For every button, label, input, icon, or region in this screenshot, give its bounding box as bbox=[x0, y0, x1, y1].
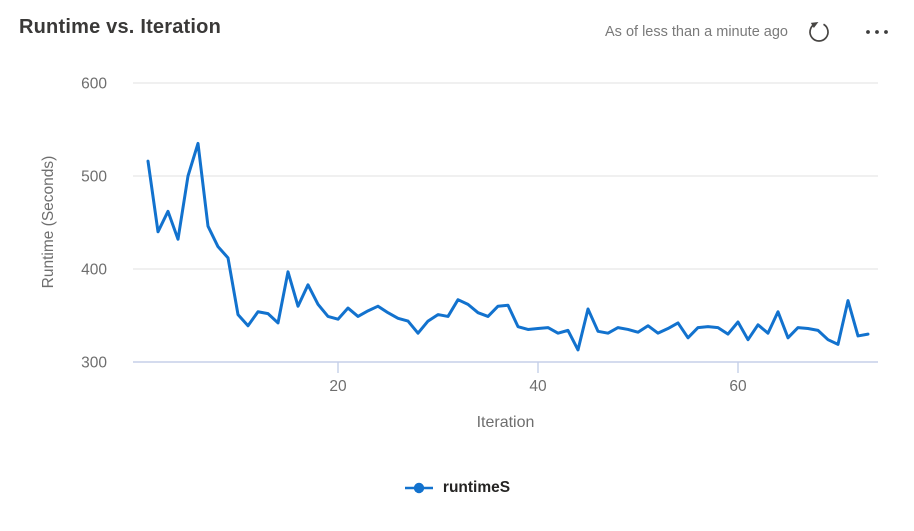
legend-marker-icon bbox=[404, 482, 433, 494]
y-axis-title: Runtime (Seconds) bbox=[40, 155, 57, 289]
y-tick-label: 600 bbox=[81, 76, 107, 93]
plot-svg[interactable]: 300 400 500 600 20 40 60 bbox=[0, 0, 914, 460]
refresh-icon bbox=[809, 21, 829, 42]
chart-header-actions: As of less than a minute ago bbox=[605, 16, 894, 48]
chart-title: Runtime vs. Iteration bbox=[19, 16, 222, 38]
series-line-runtimeS[interactable] bbox=[146, 141, 870, 352]
ellipsis-icon bbox=[866, 30, 888, 34]
x-tick-label: 60 bbox=[729, 378, 747, 395]
freshness-text: As of less than a minute ago bbox=[605, 24, 788, 40]
y-tick-label: 300 bbox=[81, 355, 107, 372]
y-tick-label: 500 bbox=[81, 169, 107, 186]
x-tick-label: 20 bbox=[329, 378, 347, 395]
more-options-button[interactable] bbox=[864, 19, 894, 45]
legend-label: runtimeS bbox=[442, 479, 511, 496]
x-axis-title: Iteration bbox=[476, 414, 535, 431]
y-tick-label: 400 bbox=[81, 262, 107, 279]
refresh-button[interactable] bbox=[806, 19, 832, 45]
x-tick-label: 40 bbox=[529, 378, 547, 395]
legend-item-runtimeS[interactable]: runtimeS bbox=[404, 479, 510, 497]
legend: runtimeS bbox=[0, 479, 914, 497]
